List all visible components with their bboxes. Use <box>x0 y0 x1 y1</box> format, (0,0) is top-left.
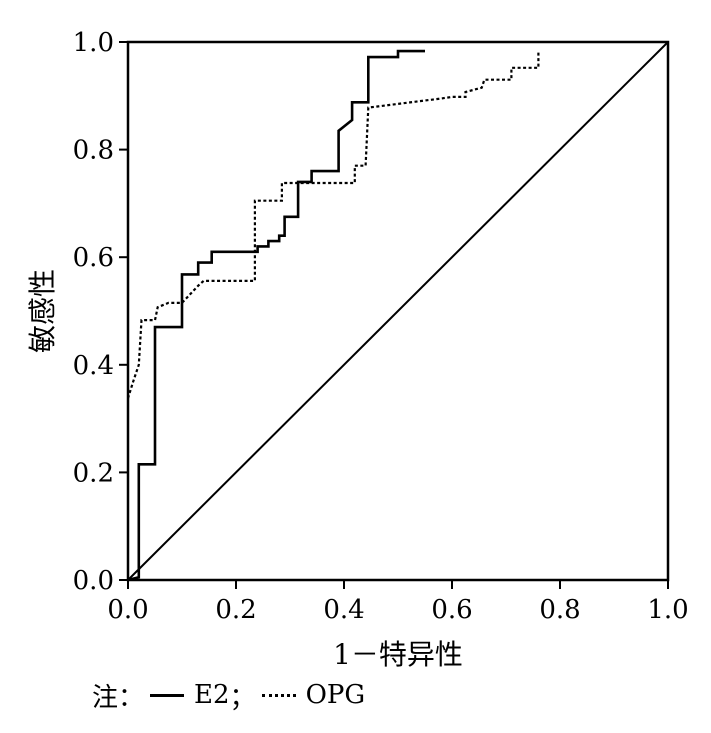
legend-swatch-e2 <box>150 693 185 697</box>
x-tick-label: 0.4 <box>323 595 364 625</box>
y-tick-label: 0.0 <box>73 566 114 596</box>
y-axis-ticks: 0.0 0.2 0.4 0.6 0.8 1.0 <box>73 28 128 596</box>
y-tick-label: 0.4 <box>73 351 114 381</box>
legend: 注： E2 ； OPG <box>92 675 365 715</box>
legend-separator: ； <box>229 682 256 713</box>
legend-label-opg: OPG <box>305 680 366 710</box>
y-tick-label: 0.2 <box>73 458 114 488</box>
x-tick-label: 0.2 <box>215 595 256 625</box>
x-axis-title: 1－特异性 <box>333 638 463 671</box>
y-tick-label: 0.6 <box>73 243 114 273</box>
x-axis-ticks: 0.0 0.2 0.4 0.6 0.8 1.0 <box>107 580 689 625</box>
x-tick-label: 0.0 <box>107 595 148 625</box>
series-layer <box>126 49 540 582</box>
x-tick-label: 0.6 <box>431 595 472 625</box>
legend-note-prefix: 注： <box>92 682 145 713</box>
reference-diagonal-line <box>127 41 669 581</box>
legend-label-e2: E2 <box>194 680 230 710</box>
plot-frame <box>126 40 670 582</box>
y-tick-label: 0.8 <box>73 136 114 166</box>
x-tick-label: 0.8 <box>539 595 580 625</box>
x-tick-label: 1.0 <box>647 595 688 625</box>
series-line-e2 <box>127 49 425 582</box>
series-line-opg <box>126 51 540 399</box>
y-tick-label: 1.0 <box>73 28 114 58</box>
y-axis-title: 敏感性 <box>26 269 59 353</box>
legend-swatch-opg <box>261 693 296 697</box>
